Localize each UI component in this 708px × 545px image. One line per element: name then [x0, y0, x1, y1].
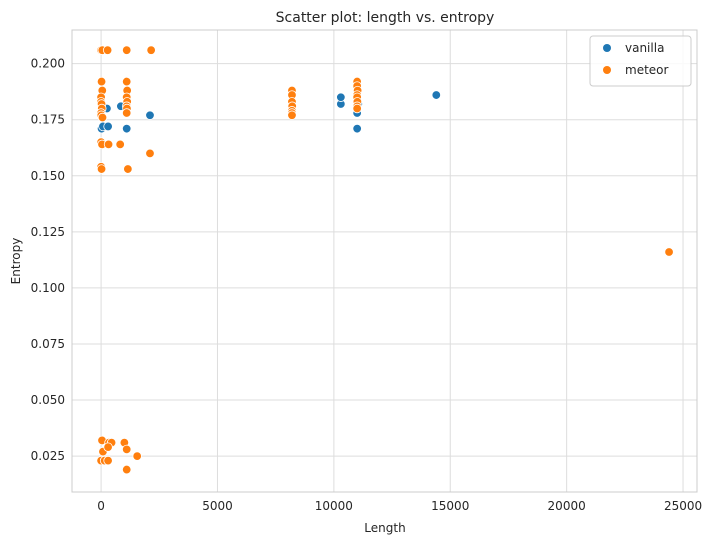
- point-vanilla: [352, 123, 362, 134]
- point-meteor: [123, 164, 133, 174]
- point-vanilla: [122, 123, 132, 134]
- legend-marker-vanilla: [603, 44, 611, 52]
- x-tick-label: 15000: [431, 499, 469, 513]
- point-meteor: [102, 45, 113, 55]
- point-meteor: [287, 110, 297, 120]
- x-tick-label: 0: [97, 499, 105, 513]
- y-tick-label: 0.200: [31, 57, 65, 71]
- data-points: [96, 45, 674, 475]
- x-axis-label: Length: [364, 521, 405, 535]
- x-tick-label: 20000: [548, 499, 586, 513]
- x-tick-label: 5000: [202, 499, 233, 513]
- y-tick-label: 0.125: [31, 225, 65, 239]
- chart-title: Scatter plot: length vs. entropy: [276, 10, 495, 26]
- x-tick-label: 10000: [315, 499, 353, 513]
- point-meteor: [97, 112, 108, 123]
- legend-label-meteor: meteor: [625, 63, 669, 77]
- point-meteor: [96, 76, 107, 87]
- grid-lines: [72, 30, 697, 492]
- point-meteor: [122, 464, 132, 475]
- point-meteor: [122, 45, 132, 55]
- point-vanilla: [103, 121, 113, 132]
- y-tick-label: 0.175: [31, 113, 65, 127]
- legend-label-vanilla: vanilla: [625, 41, 664, 55]
- point-meteor: [146, 45, 156, 55]
- point-meteor: [115, 139, 125, 150]
- point-meteor: [103, 139, 114, 150]
- point-meteor: [132, 451, 142, 461]
- x-tick-label: 25000: [664, 499, 702, 513]
- legend-box: [589, 35, 692, 87]
- point-meteor: [145, 148, 155, 159]
- y-tick-label: 0.025: [31, 449, 65, 463]
- legend-marker-meteor: [603, 66, 611, 74]
- y-tick-label: 0.100: [31, 281, 65, 295]
- y-tick-label: 0.050: [31, 393, 65, 407]
- point-vanilla: [431, 90, 441, 100]
- y-axis-ticks: 0.025 0.050 0.075 0.100 0.125 0.150 0.175 0.200: [31, 57, 65, 463]
- point-meteor: [103, 442, 113, 452]
- point-meteor: [664, 247, 674, 257]
- legend: vanilla meteor: [589, 35, 692, 87]
- y-axis-label: Entropy: [9, 238, 23, 285]
- x-axis-ticks: 0 5000 10000 15000 20000 25000: [97, 499, 702, 513]
- point-vanilla: [145, 110, 155, 120]
- point-meteor: [122, 108, 132, 118]
- point-vanilla: [336, 92, 346, 102]
- point-meteor: [96, 164, 107, 174]
- point-meteor: [122, 444, 132, 455]
- point-meteor: [103, 455, 113, 466]
- point-meteor: [352, 103, 362, 114]
- point-meteor: [122, 76, 132, 87]
- plot-frame: [71, 29, 698, 493]
- y-tick-label: 0.075: [31, 337, 65, 351]
- y-tick-label: 0.150: [31, 169, 65, 183]
